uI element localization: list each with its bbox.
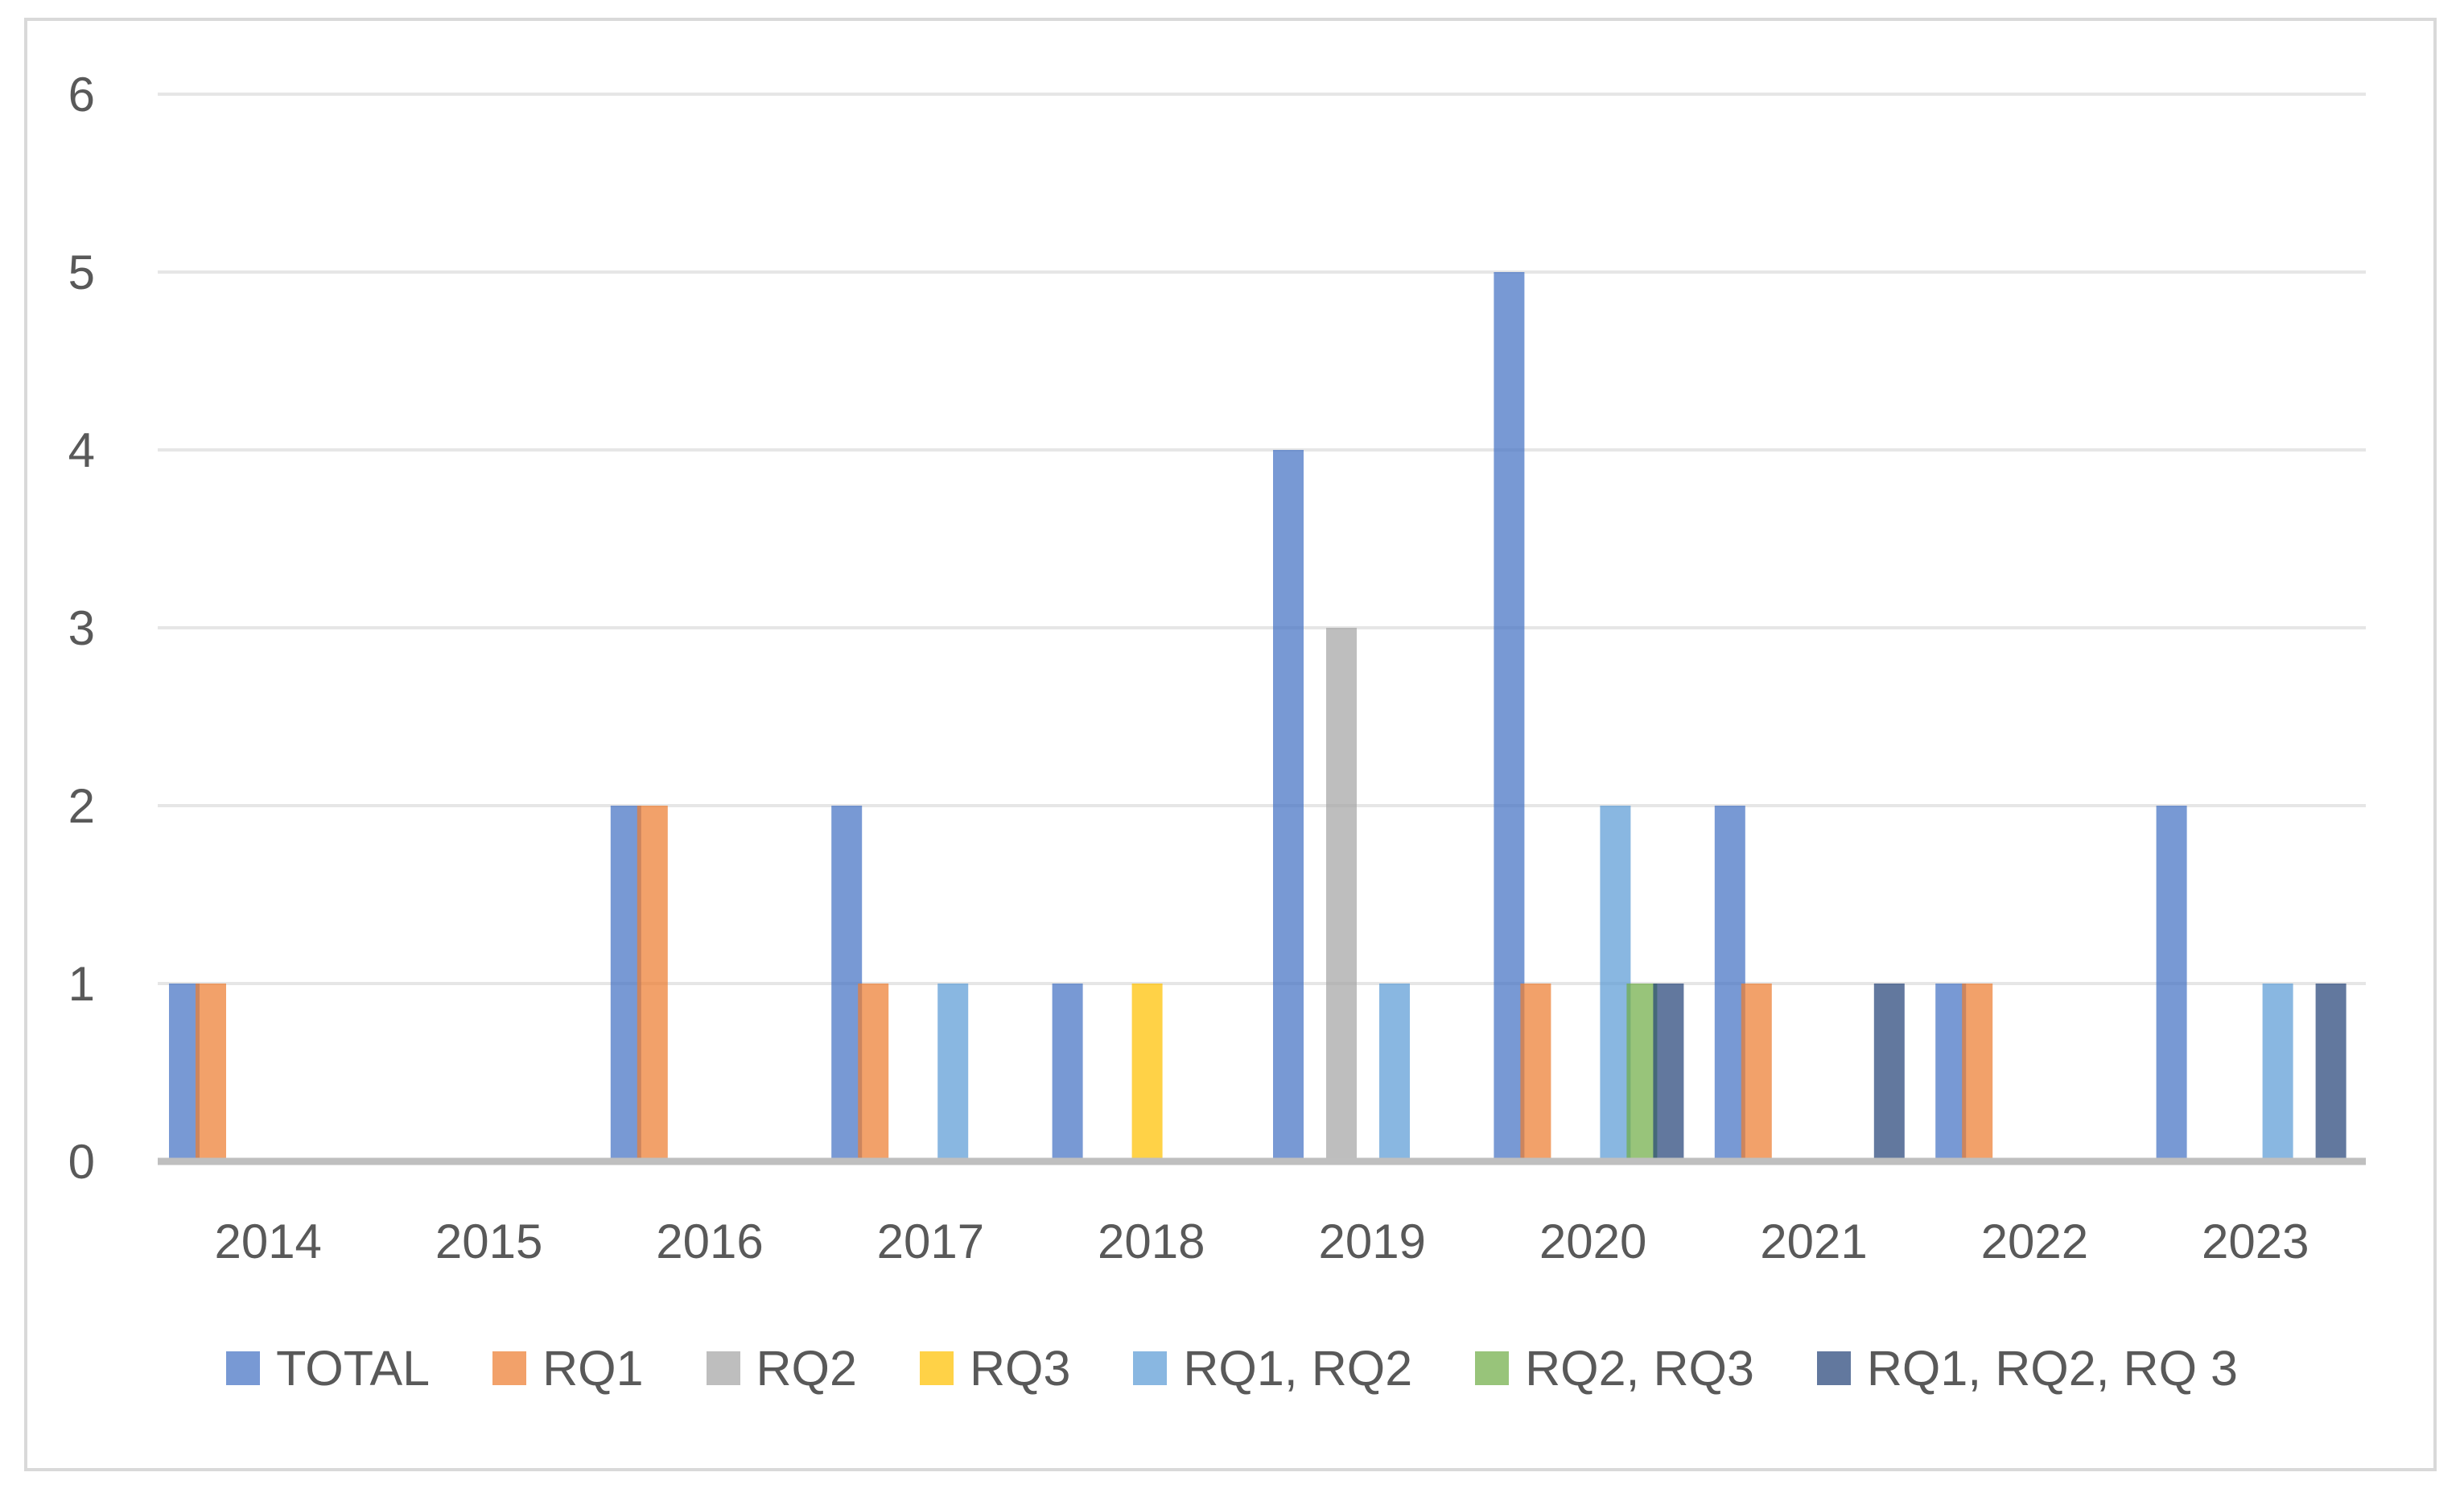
legend-swatch [226,1351,261,1385]
bar-rq1-2014 [196,984,226,1161]
legend-swatch [1133,1351,1168,1385]
axes: 0 1 2 3 4 5 6 2014 2015 2016 2017 2018 2019 2020 2021 2… [68,68,2366,1268]
bar-total-2016 [610,806,641,1161]
bar-total-2018 [1052,984,1083,1161]
bars [169,272,2347,1161]
legend-label: RQ2 [756,1341,857,1396]
x-tick-label: 2014 [214,1215,321,1268]
bar-total-2020 [1494,272,1525,1161]
x-tick-label: 2016 [656,1215,763,1268]
bar-total-2021 [1714,806,1745,1161]
bar-total-2023 [2156,806,2187,1161]
x-tick-label: 2023 [2202,1215,2309,1268]
bar-rq1-2020 [1520,984,1551,1161]
bar-rq1-rq2-2020 [1600,806,1631,1161]
bar-rq1-2021 [1741,984,1772,1161]
x-tick-label: 2020 [1539,1215,1646,1268]
legend: TOTAL RQ1 RQ2 RQ3 RQ1, RQ2 RQ2, RQ3 RQ1, RQ2, … [0,1332,2464,1404]
bar-rq2-rq3-2020 [1626,984,1658,1161]
y-tick-label: 5 [68,245,95,299]
legend-item: RQ1, RQ2, RQ 3 [1816,1340,2238,1396]
bar-rq1-2022 [1962,984,1993,1161]
x-tick-label: 2022 [1981,1215,2088,1268]
x-tick-label: 2019 [1318,1215,1425,1268]
legend-label: RQ3 [969,1341,1071,1396]
legend-item: RQ2, RQ3 [1475,1340,1754,1396]
legend-swatch [492,1351,527,1385]
x-tick-label: 2015 [435,1215,542,1268]
y-tick-label: 3 [68,601,95,655]
gridlines [158,93,2366,985]
y-tick-label: 1 [68,957,95,1011]
y-tick-label: 2 [68,779,95,833]
legend-item: RQ3 [919,1340,1071,1396]
bar-rq1-rq2-2019 [1379,984,1410,1161]
legend-swatch [1475,1351,1510,1385]
y-tick-label: 4 [68,423,95,477]
y-tick-label: 0 [68,1135,95,1189]
y-tick-label: 6 [68,68,95,122]
chart-frame [24,18,2437,1471]
bar-rq1-rq2-rq-3-2021 [1873,984,1905,1161]
x-tick-label: 2017 [877,1215,984,1268]
bar-rq1-2016 [637,806,668,1161]
x-tick-label: 2021 [1760,1215,1867,1268]
bar-rq1-rq2-rq-3-2020 [1653,984,1684,1161]
bar-total-2017 [831,806,863,1161]
legend-label: TOTAL [276,1341,431,1396]
legend-label: RQ1, RQ2 [1183,1341,1413,1396]
bar-rq1-rq2-rq-3-2023 [2315,984,2347,1161]
legend-label: RQ2, RQ3 [1525,1341,1754,1396]
legend-item: RQ1, RQ2 [1133,1340,1412,1396]
bar-total-2014 [169,984,200,1161]
x-tick-label: 2018 [1098,1215,1205,1268]
legend-label: RQ1, RQ2, RQ 3 [1866,1341,2238,1396]
legend-item: RQ1 [492,1340,644,1396]
bar-total-2019 [1273,450,1304,1161]
legend-swatch [919,1351,954,1385]
bar-rq2-2019 [1326,628,1357,1161]
legend-label: RQ1 [542,1341,644,1396]
bar-rq1-rq2-2017 [937,984,969,1161]
legend-item: RQ2 [706,1340,857,1396]
bar-rq3-2018 [1131,984,1163,1161]
bar-rq1-rq2-2023 [2262,984,2293,1161]
bar-total-2022 [1935,984,1967,1161]
legend-swatch [706,1351,740,1385]
legend-item: TOTAL [226,1340,430,1396]
legend-swatch [1816,1351,1851,1385]
bar-rq1-2017 [858,984,889,1161]
